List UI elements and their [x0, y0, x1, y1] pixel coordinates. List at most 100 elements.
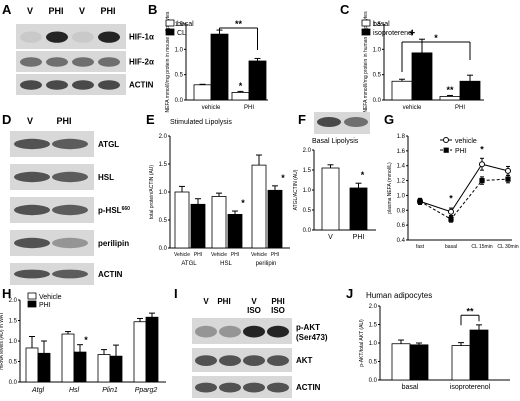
- blot-band: [46, 57, 68, 67]
- x-tick-label: CL 30min: [497, 244, 518, 250]
- y-tick-label: 1.5: [159, 162, 168, 168]
- panel-letter: H: [2, 286, 11, 301]
- band-label: ACTIN: [98, 270, 123, 279]
- y-tick-label: 1.0: [369, 341, 378, 347]
- y-tick-label: 1.0: [373, 47, 382, 53]
- legend-label: PHI: [39, 302, 51, 309]
- data-point: [448, 216, 454, 222]
- bar: [210, 33, 229, 101]
- blot-band: [46, 80, 68, 90]
- x-tick-label: basal: [445, 244, 457, 250]
- blot-band: [317, 117, 341, 127]
- y-tick-label: 1.6: [397, 149, 406, 155]
- lane-label: PHI: [56, 116, 71, 126]
- x-tick-label: V: [328, 234, 333, 241]
- blot-band: [52, 171, 88, 183]
- y-tick-label: 1.0: [303, 188, 312, 194]
- y-tick-label: 1.5: [303, 168, 312, 174]
- blot-band: [98, 31, 120, 43]
- x-tick-label: PHI: [455, 105, 465, 111]
- band-label: HIF-1α: [129, 33, 154, 42]
- bar: [133, 321, 147, 383]
- x-tick-label: Hsl: [69, 387, 80, 394]
- blot-band: [219, 325, 241, 338]
- y-tick-label: 0.5: [373, 73, 382, 79]
- bar: [174, 191, 190, 249]
- bar: [411, 52, 433, 101]
- x-tick-label: Atgl: [31, 387, 45, 394]
- y-tick-label: 0.5: [175, 73, 184, 79]
- y-axis-label: NEFA mmol/l/mg protein in human adipocyt…: [363, 11, 369, 113]
- legend-label: isoproterenol: [373, 30, 414, 37]
- legend-swatch: [27, 292, 37, 300]
- bar: [251, 164, 267, 249]
- y-tick-label: 0.0: [9, 380, 18, 386]
- y-tick-label: 0.0: [175, 98, 184, 104]
- significance-mark: **: [235, 19, 243, 29]
- blot-band: [195, 382, 217, 393]
- y-tick-label: 1.5: [9, 319, 18, 325]
- y-tick-label: 1.5: [175, 22, 184, 28]
- significance-mark: *: [480, 144, 484, 154]
- x-group-label: perilipin: [256, 261, 277, 267]
- y-tick-label: 1.0: [9, 339, 18, 345]
- y-tick-label: 1.0: [175, 47, 184, 53]
- band-label: p-HSL660: [98, 206, 130, 215]
- blot-band: [14, 171, 50, 183]
- significance-mark: *: [239, 81, 243, 91]
- blot-strip: [16, 51, 126, 72]
- blot-band: [195, 325, 217, 338]
- x-tick-label: Vehicle: [211, 252, 227, 258]
- blot-band: [243, 382, 265, 393]
- x-tick-label: vehicle: [403, 105, 422, 111]
- x-tick-label: Plin1: [102, 387, 118, 394]
- bar: [409, 344, 429, 381]
- bar: [231, 92, 250, 101]
- legend-swatch: [361, 19, 371, 27]
- bar: [459, 80, 481, 101]
- blot-band: [267, 382, 289, 393]
- y-tick-label: 2.0: [303, 148, 312, 154]
- blot-strip: [192, 376, 292, 398]
- bar: [267, 189, 283, 249]
- blot-band: [72, 31, 94, 43]
- blot-band: [14, 237, 50, 249]
- blot-band: [20, 31, 42, 43]
- legend-swatch: [361, 28, 371, 36]
- data-point: [505, 167, 511, 174]
- chart-title: Human adipocytes: [366, 291, 432, 300]
- significance-mark: *: [84, 335, 88, 345]
- blot-band: [52, 138, 88, 150]
- blot-band: [243, 325, 265, 338]
- panel-letter: E: [146, 112, 155, 127]
- bar: [248, 60, 267, 101]
- y-axis-label: plasma NEFA (mmol/L): [387, 162, 393, 214]
- series-line: [419, 178, 509, 220]
- x-group-label: HSL: [220, 261, 232, 267]
- bar: [145, 316, 159, 383]
- y-tick-label: 0.5: [9, 360, 18, 366]
- bar: [391, 343, 411, 381]
- legend-swatch: [165, 28, 175, 36]
- y-tick-label: 0.5: [159, 218, 168, 224]
- y-tick-label: 0.0: [373, 98, 382, 104]
- blot-band: [52, 204, 88, 216]
- x-tick-label: fast: [416, 244, 425, 250]
- legend-swatch: [165, 19, 175, 27]
- y-tick-label: 0.6: [397, 223, 406, 229]
- legend-marker: [443, 137, 449, 143]
- lane-label: V: [251, 297, 257, 306]
- significance-mark: **: [446, 85, 454, 95]
- chart-title: Stimulated Lipolysis: [170, 119, 232, 126]
- blot-band: [52, 237, 88, 249]
- bar: [25, 347, 39, 383]
- legend-label: PHI: [455, 148, 467, 155]
- legend-swatch: [27, 300, 37, 308]
- data-point: [479, 177, 485, 184]
- lane-label: V: [27, 116, 33, 126]
- x-group-label: ATGL: [181, 261, 197, 267]
- lane-label: V: [79, 6, 85, 16]
- band-label: ACTIN: [296, 383, 321, 392]
- panel-letter: G: [384, 112, 394, 127]
- bar: [37, 352, 51, 383]
